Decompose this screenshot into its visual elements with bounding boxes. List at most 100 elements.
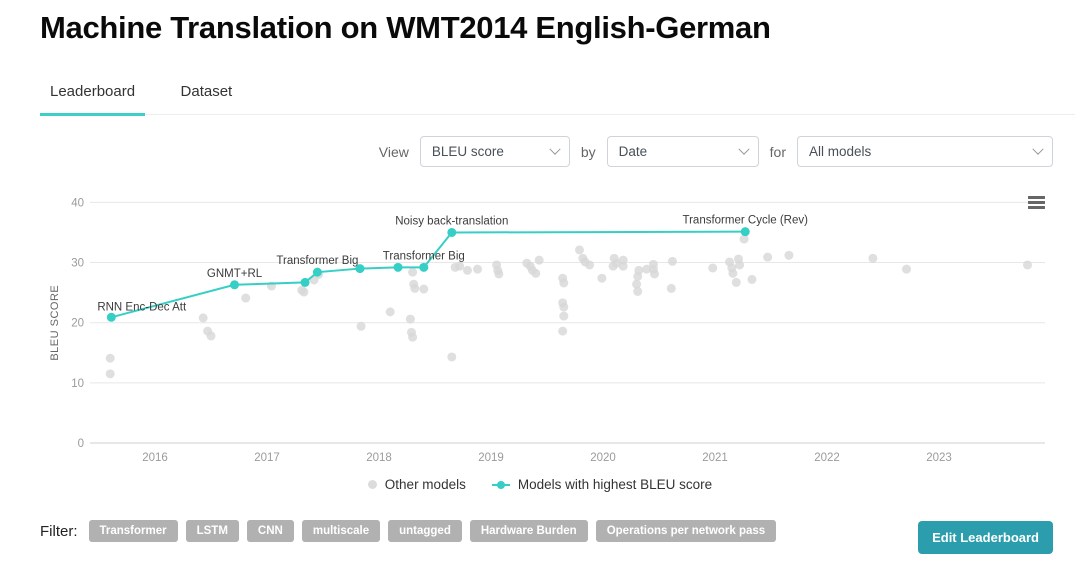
data-point-highlight[interactable]: [419, 262, 429, 272]
filter-tag-transformer[interactable]: Transformer: [88, 520, 178, 542]
legend-label: Other models: [384, 477, 466, 492]
chart-menu-icon[interactable]: [1028, 196, 1045, 210]
data-point-other[interactable]: [735, 260, 745, 270]
data-point-other[interactable]: [455, 261, 465, 271]
edit-leaderboard-button[interactable]: Edit Leaderboard: [918, 521, 1053, 554]
data-point-other[interactable]: [708, 263, 718, 273]
data-point-highlight[interactable]: [106, 312, 116, 322]
chart-canvas: 0 10 20 30 40 2016 2017 2018 2019 2020 2021 2022 202…: [49, 197, 1045, 464]
x-tick-label: 2018: [366, 452, 392, 464]
data-point-other[interactable]: [784, 250, 794, 260]
data-point-highlight[interactable]: [447, 227, 457, 237]
data-point-other[interactable]: [494, 269, 504, 279]
data-point-other[interactable]: [559, 278, 569, 288]
data-point-other[interactable]: [574, 245, 584, 255]
data-point-other[interactable]: [447, 352, 457, 362]
data-point-other[interactable]: [597, 273, 607, 283]
y-tick-label: 0: [78, 438, 84, 450]
filter-tag-untagged[interactable]: untagged: [388, 520, 462, 542]
x-tick-label: 2017: [254, 452, 280, 464]
legend-item-other-models[interactable]: Other models: [367, 477, 466, 492]
data-point-other[interactable]: [618, 261, 628, 271]
data-point-highlight[interactable]: [312, 267, 322, 277]
data-point-other[interactable]: [1022, 260, 1032, 270]
data-point-other[interactable]: [410, 283, 420, 293]
legend-item-highlight-models[interactable]: Models with highest BLEU score: [491, 477, 712, 492]
data-point-other[interactable]: [633, 286, 643, 296]
data-point-other[interactable]: [241, 293, 251, 303]
data-point-other[interactable]: [408, 332, 418, 342]
models-select-value: All models: [809, 144, 872, 159]
data-point-highlight[interactable]: [300, 277, 310, 287]
x-tick-label: 2020: [590, 452, 616, 464]
by-label: by: [580, 143, 596, 160]
data-point-other[interactable]: [531, 268, 541, 278]
model-annotation: Noisy back-translation: [395, 215, 508, 227]
filter-tag-lstm[interactable]: LSTM: [185, 520, 239, 542]
chevron-down-icon: [737, 143, 750, 155]
data-point-other[interactable]: [868, 253, 878, 263]
data-point-other[interactable]: [728, 268, 738, 278]
filter-tag-cnn[interactable]: CNN: [246, 520, 294, 542]
data-point-other[interactable]: [419, 284, 429, 294]
data-point-other[interactable]: [611, 258, 621, 268]
for-label: for: [769, 143, 786, 160]
chevron-down-icon: [1032, 143, 1044, 155]
data-point-other[interactable]: [559, 302, 569, 312]
data-point-highlight[interactable]: [740, 227, 750, 237]
filter-tag-operations-per-network-pass[interactable]: Operations per network pass: [595, 520, 777, 542]
teal-line-dot-icon: [491, 480, 510, 489]
bleu-score-chart: 0 10 20 30 40 2016 2017 2018 2019 2020 2021 2022 202…: [0, 188, 1080, 480]
data-point-other[interactable]: [385, 307, 395, 317]
data-point-other[interactable]: [747, 274, 757, 284]
x-tick-label: 2023: [926, 452, 952, 464]
model-annotation: Transformer Cycle (Rev): [683, 215, 809, 227]
data-point-highlight[interactable]: [393, 262, 403, 272]
models-select[interactable]: All models: [797, 136, 1053, 167]
metric-select-value: BLEU score: [431, 144, 504, 159]
data-point-other[interactable]: [731, 277, 741, 287]
x-tick-label: 2022: [814, 452, 840, 464]
data-point-other[interactable]: [299, 287, 309, 297]
data-point-other[interactable]: [408, 267, 418, 277]
axis-select[interactable]: Date: [606, 136, 759, 167]
y-tick-label: 10: [71, 378, 84, 390]
page-title: Machine Translation on WMT2014 English-G…: [40, 10, 771, 45]
data-point-other[interactable]: [667, 256, 677, 266]
filter-tag-multiscale[interactable]: multiscale: [301, 520, 381, 542]
data-point-other[interactable]: [559, 311, 569, 321]
view-controls: View BLEU score by Date for All models: [379, 136, 1053, 167]
data-point-other[interactable]: [356, 321, 366, 331]
data-point-other[interactable]: [902, 264, 912, 274]
data-point-other[interactable]: [198, 313, 208, 323]
data-point-other[interactable]: [650, 269, 660, 279]
data-point-other[interactable]: [763, 252, 773, 262]
tab-leaderboard[interactable]: Leaderboard: [40, 74, 146, 116]
data-point-other[interactable]: [534, 255, 544, 265]
data-point-other[interactable]: [666, 283, 676, 293]
data-point-other[interactable]: [739, 234, 749, 244]
data-point-other[interactable]: [105, 369, 115, 379]
data-point-other[interactable]: [634, 265, 644, 275]
tab-bar: Leaderboard Dataset: [40, 74, 1075, 116]
data-point-other[interactable]: [473, 264, 483, 274]
data-point-other[interactable]: [558, 326, 568, 336]
chart-legend: Other models Models with highest BLEU sc…: [0, 477, 1080, 492]
data-point-other[interactable]: [105, 353, 115, 363]
y-tick-label: 40: [71, 197, 84, 209]
axis-select-value: Date: [618, 144, 648, 159]
data-point-highlight[interactable]: [230, 280, 240, 290]
data-point-other[interactable]: [206, 331, 216, 341]
data-point-other[interactable]: [462, 265, 472, 275]
data-point-other[interactable]: [632, 279, 642, 289]
data-point-highlight[interactable]: [355, 264, 365, 274]
x-tick-label: 2021: [702, 452, 728, 464]
tab-dataset[interactable]: Dataset: [180, 83, 233, 100]
y-tick-label: 20: [71, 318, 84, 330]
data-point-other[interactable]: [405, 314, 415, 324]
data-point-other[interactable]: [585, 260, 595, 270]
metric-select[interactable]: BLEU score: [419, 136, 570, 167]
x-tick-label: 2016: [142, 452, 168, 464]
data-point-other[interactable]: [642, 264, 652, 274]
filter-tag-hardware-burden[interactable]: Hardware Burden: [469, 520, 588, 542]
